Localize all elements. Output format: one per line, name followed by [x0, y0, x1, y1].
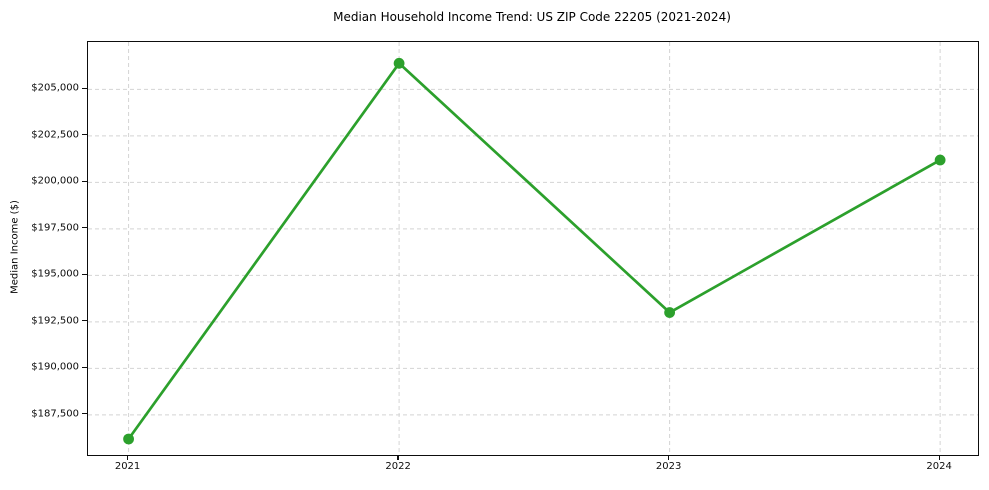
y-tick-label: $200,000 [31, 175, 79, 187]
y-tick-label: $197,500 [31, 222, 79, 234]
x-tick-mark [668, 455, 670, 460]
y-tick-mark [82, 134, 87, 136]
data-point-2023 [664, 307, 676, 318]
y-tick-label: $202,500 [31, 129, 79, 141]
y-tick-label: $205,000 [31, 82, 79, 94]
data-point-2024 [934, 154, 946, 166]
y-tick-mark [82, 366, 87, 368]
chart-title: Median Household Income Trend: US ZIP Co… [333, 10, 731, 24]
x-tick-mark [397, 455, 399, 460]
y-tick-label: $187,500 [31, 408, 79, 420]
x-tick-label: 2022 [385, 461, 411, 472]
y-tick-mark [82, 413, 87, 415]
y-tick-label: $195,000 [31, 268, 79, 280]
y-tick-mark [82, 273, 87, 275]
plot-area [87, 41, 979, 456]
data-point-2022 [393, 57, 405, 69]
y-tick-label: $190,000 [31, 361, 79, 373]
y-tick-mark [82, 227, 87, 229]
x-tick-label: 2023 [655, 461, 682, 472]
plot-canvas [88, 42, 978, 455]
y-tick-mark [82, 320, 87, 322]
trend-line [127, 61, 942, 441]
y-tick-mark [82, 87, 87, 89]
x-tick-label: 2024 [926, 461, 952, 472]
x-tick-mark [938, 455, 940, 460]
y-tick-label: $192,500 [31, 315, 79, 327]
x-tick-label: 2021 [114, 461, 141, 472]
x-tick-mark [126, 455, 129, 460]
data-point-2021 [123, 433, 134, 445]
y-tick-mark [82, 180, 87, 182]
